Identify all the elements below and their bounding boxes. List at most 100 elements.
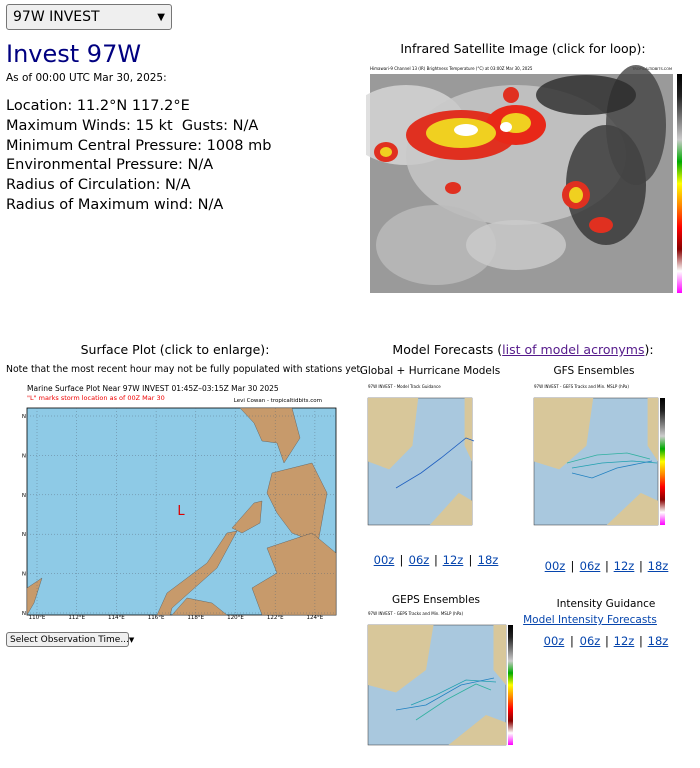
thumb-title: 97W INVEST - Model Track Guidance — [368, 384, 441, 389]
storm-marker: L — [177, 504, 185, 519]
detail-line: Environmental Pressure: N/A — [6, 157, 214, 174]
lon-label: 122°E — [267, 615, 284, 620]
cold-top — [500, 122, 512, 132]
image-title: Himawari-9 Channel 13 (IR) Brightness Te… — [370, 66, 533, 71]
lat-label: 10°N — [22, 532, 26, 538]
separator: | — [399, 553, 404, 567]
track — [415, 683, 492, 721]
acronyms-link[interactable]: list of model acronyms — [502, 342, 645, 357]
colorbar — [508, 625, 513, 745]
satellite-image[interactable]: Himawari-9 Channel 13 (IR) Brightness Te… — [366, 65, 686, 293]
forecast-link[interactable]: 06z — [408, 553, 430, 567]
models-heading-suffix: ): — [644, 342, 654, 357]
land — [368, 625, 434, 693]
colorbar — [660, 398, 665, 525]
forecast-link[interactable]: 18z — [647, 559, 669, 573]
land — [231, 500, 263, 534]
model-image[interactable]: 97W INVEST - Model Track Guidance — [366, 383, 482, 540]
image-credit: TROPICALTIDBITS.COM — [631, 67, 672, 71]
storm-select-text: 97W INVEST — [13, 9, 100, 25]
detail-line: Maximum Winds: 15 kt Gusts: N/A — [6, 117, 259, 134]
observation-select[interactable]: Select Observation Time... ▼ — [6, 632, 134, 647]
forecast-link[interactable]: 00z — [373, 553, 395, 567]
forecast-link[interactable]: 12z — [613, 559, 635, 573]
models-heading: Model Forecasts (list of model acronyms)… — [392, 342, 653, 357]
as-of: As of 00:00 UTC Mar 30, 2025: — [6, 72, 167, 84]
lon-label: 118°E — [187, 615, 204, 620]
plot-title: Marine Surface Plot Near 97W INVEST 01:4… — [27, 384, 279, 393]
lon-label: 110°E — [29, 615, 46, 620]
forecast-link[interactable]: 00z — [544, 559, 566, 573]
lon-label: 114°E — [108, 615, 125, 620]
land — [156, 530, 238, 616]
detail-line: Minimum Central Pressure: 1008 mb — [6, 137, 272, 154]
cloud — [466, 220, 566, 270]
plot-subtitle: "L" marks storm location as of 00Z Mar 3… — [27, 394, 165, 402]
surface-note: Note that the most recent hour may not b… — [6, 364, 364, 375]
detail-line: Location: 11.2°N 117.2°E — [6, 98, 190, 114]
thumb-title: 97W INVEST - GEPS Tracks and Min. MSLP (… — [368, 611, 464, 616]
land — [448, 715, 506, 745]
lat-label: 14°N — [22, 453, 26, 459]
lon-label: 116°E — [148, 615, 165, 620]
separator: | — [570, 559, 575, 573]
separator: | — [605, 559, 609, 573]
track — [395, 437, 475, 489]
convection — [503, 87, 519, 103]
track — [566, 452, 651, 464]
cold-top — [569, 187, 583, 203]
forecast-link[interactable]: 12z — [613, 634, 635, 648]
separator: | — [570, 634, 574, 648]
convection — [589, 217, 613, 233]
lon-label: 120°E — [227, 615, 244, 620]
cold-top — [380, 147, 392, 157]
colorbar — [677, 74, 682, 293]
lat-label: 6°N — [22, 611, 26, 617]
separator: | — [639, 634, 643, 648]
model-image[interactable]: 97W INVEST - GEPS Tracks and Min. MSLP (… — [366, 610, 516, 760]
track — [571, 460, 653, 479]
thumb-title: 97W INVEST - GEFS Tracks and Min. MSLP (… — [534, 384, 629, 389]
lat-label: 8°N — [22, 572, 26, 578]
intensity-heading: Intensity Guidance — [556, 598, 656, 610]
land — [171, 597, 228, 616]
surface-heading: Surface Plot (click to enlarge): — [80, 342, 270, 357]
lat-label: 16°N — [22, 414, 26, 420]
separator: | — [434, 553, 438, 567]
intensity-link[interactable]: Model Intensity Forecasts — [523, 614, 657, 626]
forecast-link[interactable]: 06z — [579, 559, 601, 573]
land — [534, 398, 594, 470]
land — [606, 492, 658, 525]
models-heading-prefix: Model Forecasts ( — [392, 342, 503, 357]
storm-select[interactable]: 97W INVEST ▼ — [6, 4, 172, 30]
land — [647, 398, 658, 462]
forecast-link[interactable]: 00z — [543, 634, 565, 648]
separator: | — [639, 559, 643, 573]
detail-line: Radius of Maximum wind: N/A — [6, 197, 224, 213]
storm-name: Invest 97W — [6, 40, 142, 68]
convection — [445, 182, 461, 194]
lon-label: 112°E — [68, 615, 85, 620]
separator: | — [605, 634, 609, 648]
panel-heading: Global + Hurricane Models — [359, 365, 501, 377]
cold-top — [454, 124, 478, 136]
select-arrow: ▼ — [157, 11, 165, 23]
track — [571, 460, 658, 469]
surface-plot[interactable]: Marine Surface Plot Near 97W INVEST 01:4… — [22, 383, 338, 620]
forecast-link[interactable]: 06z — [579, 634, 601, 648]
forecast-link[interactable]: 18z — [647, 634, 669, 648]
forecast-link[interactable]: 12z — [442, 553, 464, 567]
land — [368, 398, 419, 470]
lat-label: 12°N — [22, 493, 26, 499]
satellite-heading: Infrared Satellite Image (click for loop… — [400, 41, 646, 56]
land — [493, 625, 506, 685]
observation-select-text: Select Observation Time... — [10, 634, 129, 645]
land — [464, 398, 472, 462]
panel-heading: GEPS Ensembles — [391, 594, 481, 606]
forecast-link[interactable]: 18z — [477, 553, 499, 567]
separator: | — [468, 553, 473, 567]
model-image[interactable]: 97W INVEST - GEFS Tracks and Min. MSLP (… — [532, 383, 668, 540]
plot-credit: Levi Cowan - tropicaltidbits.com — [234, 398, 322, 404]
cloud — [376, 205, 496, 285]
lon-label: 124°E — [307, 615, 324, 620]
